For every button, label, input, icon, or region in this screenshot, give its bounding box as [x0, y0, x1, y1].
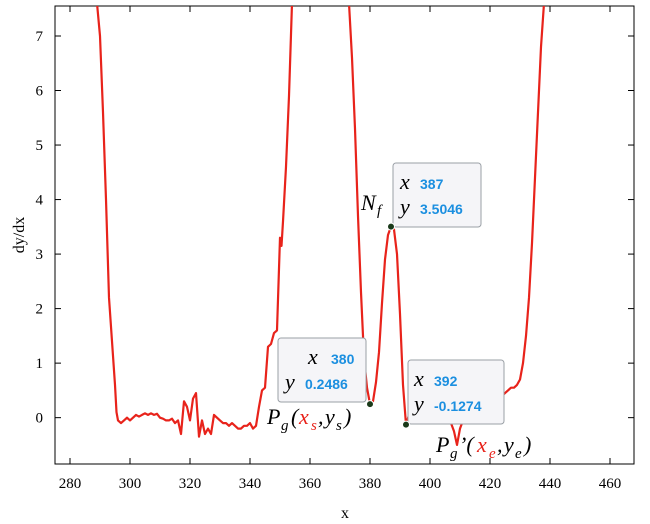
y-tick-label: 0	[36, 411, 44, 427]
x-tick-label: 280	[59, 476, 82, 492]
series-line-1	[96, 6, 294, 438]
annotation-pgp-xe: x	[476, 432, 487, 457]
annotation-pgp-xe-sub: e	[489, 446, 496, 462]
annotation-pg-close: )	[342, 404, 351, 429]
y-tick-label: 5	[36, 138, 44, 154]
annotation-nf-main: N	[360, 190, 377, 215]
datatip-y-value: -0.1274	[434, 398, 482, 414]
y-axis-ticks: 0 1 2 3 4 5 6 7	[36, 29, 634, 427]
x-tick-label: 440	[539, 476, 562, 492]
datatip-x-value: 380	[331, 351, 355, 367]
annotation-pg-prime: P g ’( x e , y e )	[435, 432, 531, 462]
y-axis-label: dy/dx	[11, 217, 28, 253]
annotation-nf-sub: f	[377, 203, 383, 219]
annotation-pgp-comma: ,	[497, 432, 503, 457]
annotation-pgp-open: ’(	[459, 432, 475, 457]
datatip-y-key: y	[398, 194, 410, 219]
datatip-marker-3	[402, 420, 410, 429]
datatip-box	[392, 162, 482, 228]
annotation-pg-ys: y	[323, 404, 335, 429]
datatip-x-key: x	[399, 169, 410, 194]
datatip-end: x 392 y -0.1274	[407, 359, 505, 425]
datatip-x-value: 392	[434, 373, 458, 389]
x-axis-label: x	[341, 505, 349, 522]
datatip-x-key: x	[413, 366, 424, 391]
x-tick-label: 380	[359, 476, 382, 492]
y-tick-label: 3	[36, 247, 44, 263]
x-tick-label: 420	[479, 476, 502, 492]
y-tick-label: 7	[36, 29, 44, 45]
x-tick-label: 400	[419, 476, 442, 492]
annotation-pg: P g ( x s , y s )	[266, 404, 351, 434]
annotation-pgp-close: )	[522, 432, 531, 457]
x-tick-label: 320	[179, 476, 202, 492]
datatip-start: x 380 y 0.2486	[277, 337, 367, 403]
annotation-pg-ys-sub: s	[336, 418, 342, 434]
x-tick-label: 360	[299, 476, 322, 492]
x-tick-label: 300	[119, 476, 142, 492]
annotation-pgp-ye: y	[502, 432, 514, 457]
datatip-box	[407, 359, 505, 425]
x-tick-label: 340	[239, 476, 262, 492]
datatip-y-key: y	[283, 369, 295, 394]
annotation-pg-main: P	[266, 404, 280, 429]
y-tick-label: 6	[36, 84, 44, 100]
annotation-pgp-sub: g	[450, 446, 458, 462]
datatip-peak: x 387 y 3.5046	[392, 162, 482, 228]
annotation-pgp-ye-sub: e	[515, 446, 522, 462]
annotation-nf: N f	[360, 190, 383, 219]
datatip-y-value: 0.2486	[305, 376, 348, 392]
y-tick-label: 1	[36, 356, 44, 372]
datatip-box	[277, 337, 367, 403]
datatip-y-key: y	[412, 391, 424, 416]
y-tick-label: 2	[36, 302, 44, 318]
datatip-y-value: 3.5046	[420, 201, 463, 217]
x-tick-label: 460	[599, 476, 622, 492]
annotation-pg-xs: x	[298, 404, 309, 429]
x-axis-ticks: 280 300 320 340 360 380 400 420 440 460	[59, 6, 622, 492]
datatip-marker-2	[366, 400, 374, 409]
annotation-pgp-main: P	[435, 432, 449, 457]
annotation-pg-comma: ,	[318, 404, 324, 429]
datatip-marker-1	[387, 222, 395, 231]
y-tick-label: 4	[36, 193, 44, 209]
annotation-pg-xs-sub: s	[311, 418, 317, 434]
datatip-markers	[366, 222, 410, 429]
datatip-x-key: x	[307, 344, 318, 369]
annotation-pg-sub: g	[281, 418, 289, 434]
datatip-x-value: 387	[420, 176, 444, 192]
annotation-pg-open: (	[291, 404, 300, 429]
